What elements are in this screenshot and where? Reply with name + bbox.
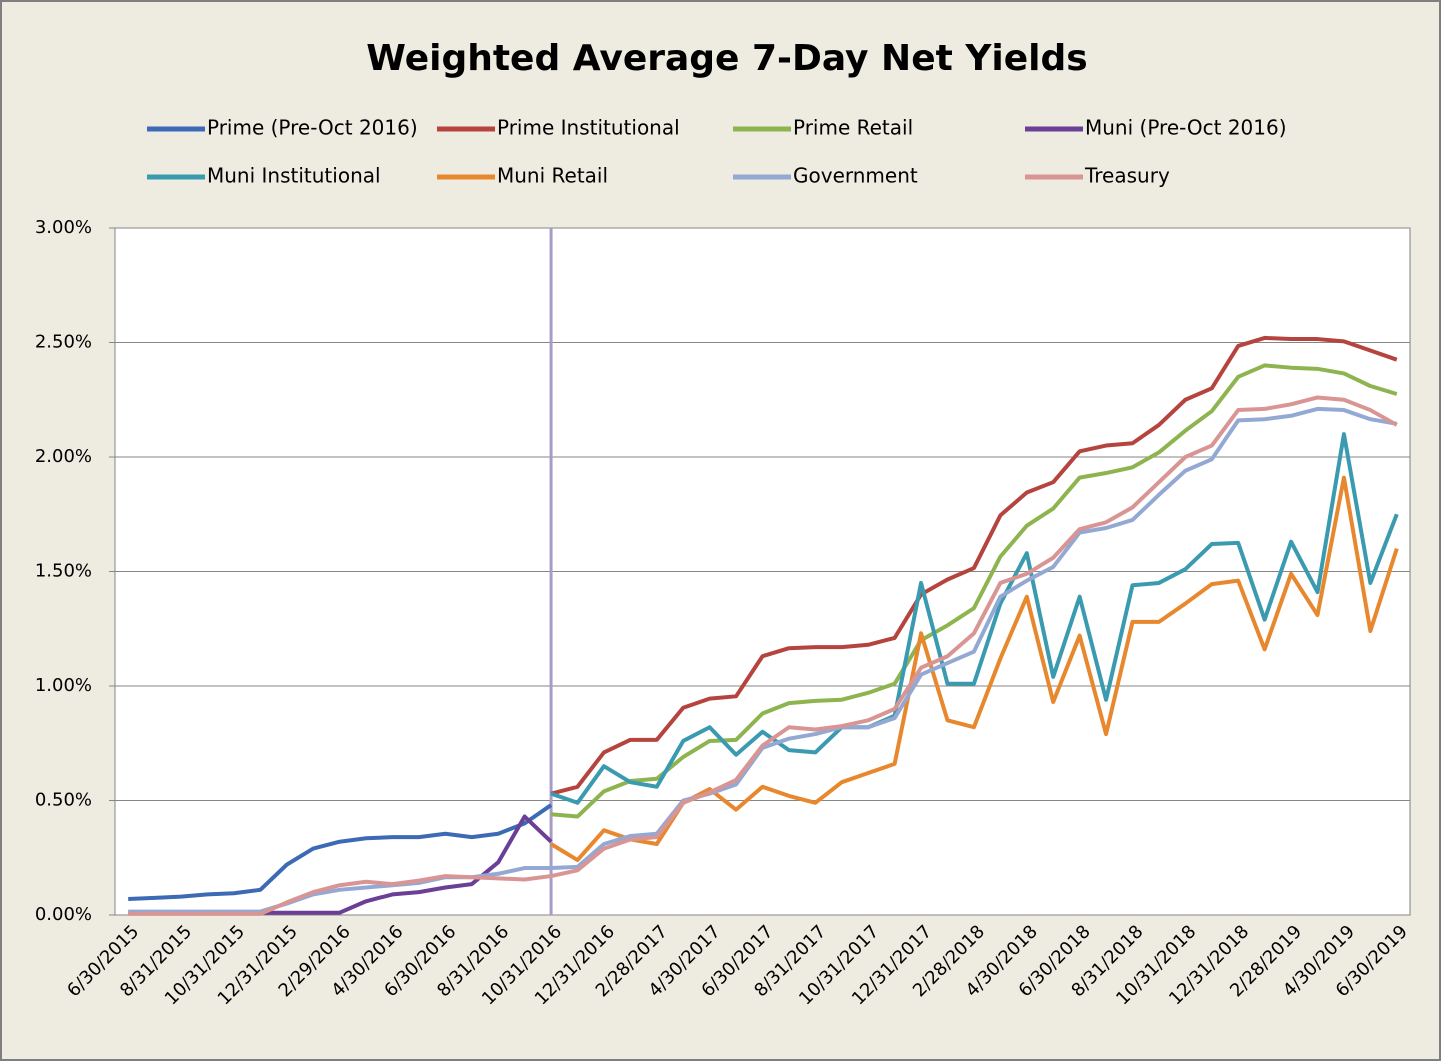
y-tick-label: 1.50% [35, 561, 92, 582]
legend-label: Prime (Pre-Oct 2016) [207, 116, 418, 140]
y-tick-label: 0.50% [35, 790, 92, 811]
series-line [550, 432, 1399, 805]
legend-label: Muni (Pre-Oct 2016) [1085, 116, 1287, 140]
y-tick-label: 3.00% [35, 217, 92, 238]
series-line [550, 335, 1398, 796]
legend-label: Prime Retail [793, 116, 913, 140]
y-tick-label: 2.00% [35, 446, 92, 467]
y-tick-label: 0.00% [35, 904, 92, 925]
legend-label: Muni Institutional [207, 164, 381, 188]
series-line [128, 395, 1398, 916]
y-tick-label: 1.00% [35, 675, 92, 696]
legend-label: Government [793, 164, 918, 188]
y-tick-label: 2.50% [35, 332, 92, 353]
series-line [550, 363, 1398, 819]
series-line [128, 803, 553, 901]
legend-label: Treasury [1084, 164, 1170, 188]
chart-title: Weighted Average 7-Day Net Yields [366, 38, 1087, 79]
legend-label: Muni Retail [497, 164, 608, 188]
legend-label: Prime Institutional [497, 116, 680, 140]
